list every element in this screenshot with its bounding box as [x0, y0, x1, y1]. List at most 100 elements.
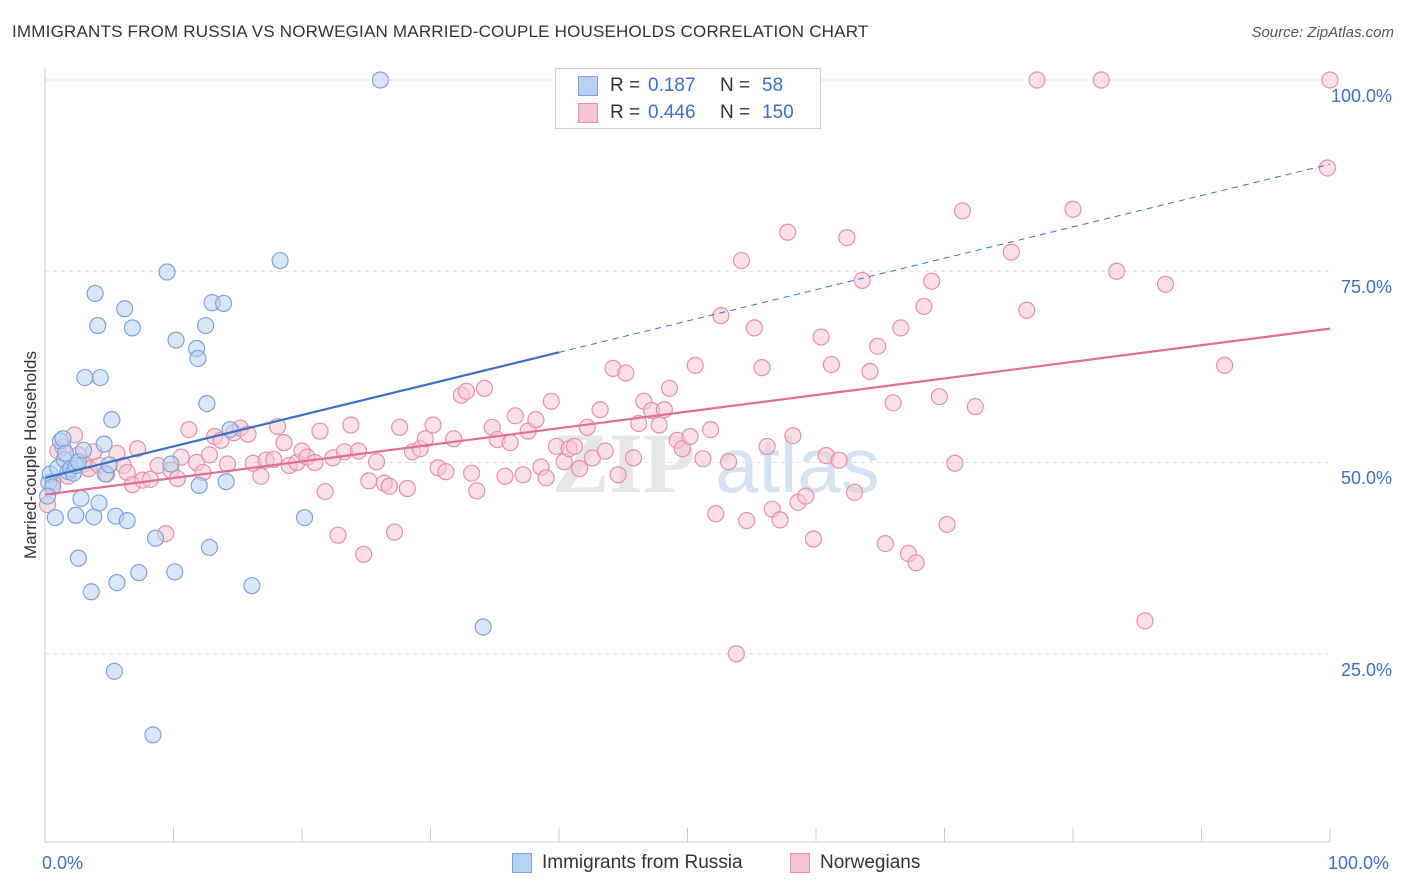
legend-row-norwegians: R = 0.446 N = 150: [578, 102, 794, 124]
data-point-norwegians: [457, 382, 476, 400]
y-tick-label-50: 50.0%: [1340, 468, 1392, 488]
data-point-norwegians: [953, 202, 972, 220]
data-point-norwegians: [884, 394, 902, 412]
legend-item-label: Norwegians: [820, 852, 921, 873]
data-point-norwegians: [463, 464, 481, 482]
data-point-norwegians: [930, 388, 948, 406]
data-point-russia: [46, 508, 64, 527]
data-point-russia: [90, 494, 108, 512]
legend-row-russia: R = 0.187 N = 58: [578, 75, 783, 97]
data-point-norwegians: [812, 328, 830, 346]
data-point-norwegians: [1156, 275, 1175, 293]
data-point-norwegians: [609, 466, 627, 484]
data-point-norwegians: [861, 362, 879, 381]
data-point-russia: [86, 284, 104, 303]
data-point-norwegians: [745, 319, 763, 337]
data-point-norwegians: [416, 430, 434, 448]
series-norwegians: [38, 71, 1339, 663]
data-point-norwegians: [1028, 71, 1046, 89]
data-point-norwegians: [514, 466, 532, 484]
data-point-russia: [189, 349, 207, 368]
data-point-norwegians: [437, 463, 455, 481]
data-point-norwegians: [712, 307, 730, 325]
source-credit: Source: ZipAtlas.com: [1251, 24, 1394, 41]
data-point-norwegians: [686, 356, 704, 374]
data-point-norwegians: [570, 460, 589, 478]
data-point-norwegians: [845, 483, 864, 501]
chart-title: IMMIGRANTS FROM RUSSIA VS NORWEGIAN MARR…: [12, 22, 869, 41]
data-point-russia: [158, 263, 176, 281]
data-point-norwegians: [804, 530, 823, 548]
data-point-russia: [108, 574, 126, 592]
data-point-norwegians: [1136, 612, 1154, 630]
data-point-norwegians: [707, 505, 725, 523]
series-legend: Immigrants from Russia Norwegians: [0, 852, 1406, 878]
data-point-russia: [76, 368, 94, 387]
data-point-norwegians: [876, 534, 894, 553]
data-point-russia: [190, 476, 208, 495]
data-point-russia: [74, 441, 93, 459]
data-point-russia: [100, 456, 118, 474]
data-point-russia: [295, 508, 314, 527]
data-point-norwegians: [252, 467, 270, 485]
data-point-norwegians: [475, 379, 494, 397]
data-point-norwegians: [565, 437, 584, 456]
data-point-norwegians: [367, 453, 386, 471]
data-point-norwegians: [853, 271, 871, 290]
legend-n-value: 58: [762, 75, 784, 96]
data-point-norwegians: [702, 421, 720, 439]
data-point-norwegians: [1002, 243, 1020, 261]
data-point-russia: [116, 300, 134, 318]
data-point-norwegians: [355, 545, 373, 563]
data-point-norwegians: [694, 450, 712, 468]
data-point-russia: [144, 726, 162, 744]
data-point-norwegians: [923, 272, 941, 290]
data-point-russia: [54, 430, 72, 448]
data-point-norwegians: [578, 418, 596, 436]
data-point-russia: [123, 319, 141, 337]
data-point-russia: [105, 662, 123, 680]
legend-item-norwegians[interactable]: Norwegians: [790, 852, 920, 874]
data-point-norwegians: [753, 359, 771, 377]
legend-swatch-blue: [512, 853, 532, 873]
trend-lines: [44, 163, 1331, 496]
data-point-norwegians: [200, 446, 219, 464]
axis-layer: [44, 68, 1331, 843]
data-point-russia: [69, 549, 88, 567]
data-point-norwegians: [892, 319, 910, 337]
data-point-russia: [371, 71, 389, 89]
data-point-norwegians: [1216, 356, 1234, 374]
data-point-norwegians: [591, 401, 609, 419]
legend-n-label: N =: [720, 75, 751, 96]
data-point-norwegians: [128, 440, 147, 458]
data-point-norwegians: [311, 422, 329, 440]
legend-swatch-blue: [578, 76, 598, 96]
data-point-norwegians: [738, 512, 756, 530]
data-point-norwegians: [681, 427, 699, 446]
data-point-norwegians: [468, 482, 486, 500]
data-point-russia: [91, 368, 109, 387]
data-point-norwegians: [727, 645, 745, 663]
data-point-russia: [221, 421, 239, 439]
data-point-russia: [67, 506, 85, 524]
legend-r-value: 0.446: [648, 102, 696, 123]
data-point-norwegians: [316, 482, 334, 501]
data-point-norwegians: [758, 437, 776, 456]
data-point-norwegians: [966, 398, 984, 416]
legend-item-russia[interactable]: Immigrants from Russia: [512, 852, 743, 874]
data-point-russia: [95, 435, 113, 453]
data-point-norwegians: [398, 479, 416, 498]
data-point-norwegians: [380, 477, 398, 495]
data-point-norwegians: [342, 416, 360, 434]
data-point-norwegians: [180, 421, 198, 439]
data-point-norwegians: [424, 416, 442, 434]
data-point-norwegians: [771, 511, 789, 529]
data-point-norwegians: [329, 526, 347, 544]
data-point-norwegians: [732, 251, 751, 270]
legend-swatch-pink: [578, 103, 598, 123]
data-point-russia: [89, 316, 107, 335]
data-point-norwegians: [869, 337, 887, 355]
legend-r-label: R =: [610, 102, 641, 123]
x-tick-label-max: 100.0%: [1328, 853, 1390, 873]
data-point-norwegians: [1064, 200, 1082, 218]
